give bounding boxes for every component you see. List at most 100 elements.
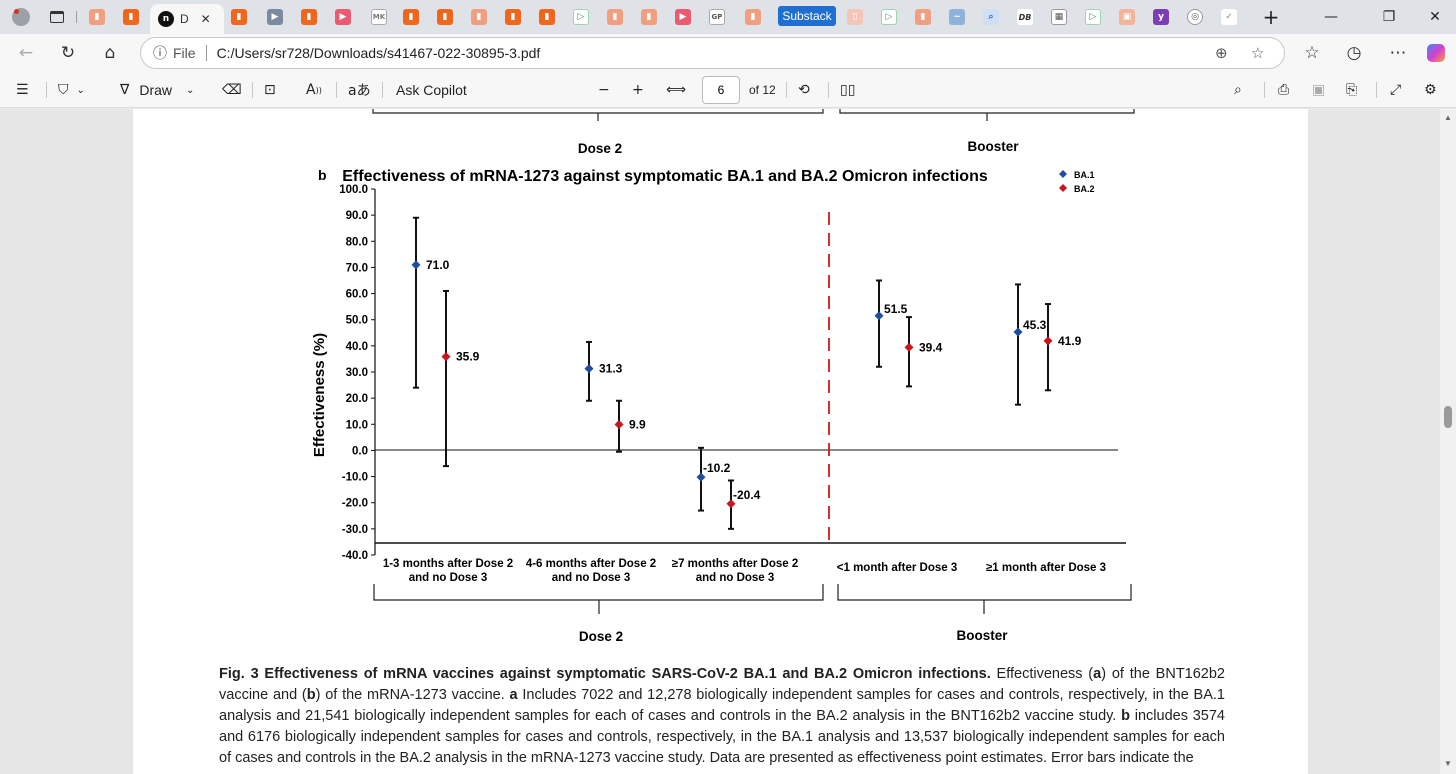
data-label: 31.3 bbox=[599, 362, 623, 376]
tab-youtube-1[interactable]: ▶ bbox=[330, 6, 356, 28]
y-tick-label: 90.0 bbox=[346, 210, 368, 222]
tab-yahoo[interactable]: y bbox=[1148, 6, 1174, 28]
save-as-icon[interactable]: ⎘ bbox=[1346, 82, 1358, 98]
eraser-icon[interactable]: ⌫ bbox=[222, 82, 242, 98]
rotate-icon[interactable]: ⟲ bbox=[798, 82, 810, 98]
panel-label: b bbox=[318, 167, 327, 183]
dose2-brace bbox=[373, 584, 824, 614]
top-booster-brace bbox=[839, 109, 1135, 121]
search-icon[interactable]: ⌕ bbox=[1234, 82, 1242, 98]
save-icon[interactable]: ▣ bbox=[1312, 82, 1326, 98]
caption-text: Effectiveness ( bbox=[990, 666, 1094, 682]
zoom-icon[interactable]: ⊕ bbox=[1215, 44, 1228, 62]
tab-db[interactable]: DB bbox=[1012, 6, 1038, 28]
tab-substack-3[interactable]: ▮ bbox=[226, 6, 252, 28]
read-aloud-icon[interactable]: A)) bbox=[306, 82, 322, 98]
restore-icon[interactable]: ❐ bbox=[1382, 9, 1396, 25]
dose2-group-label: Dose 2 bbox=[579, 629, 623, 644]
history-icon[interactable]: ◷ bbox=[1346, 43, 1362, 63]
tab-substack-10[interactable]: ▮ bbox=[602, 6, 628, 28]
draw-button[interactable]: ∇ Draw ⌄ bbox=[120, 79, 194, 101]
translate-icon[interactable]: aあ bbox=[348, 83, 371, 99]
forward-icon: ▶ bbox=[267, 9, 283, 25]
y-tick-label: -10.0 bbox=[342, 472, 368, 484]
url-text[interactable]: C:/Users/sr728/Downloads/s41467-022-3089… bbox=[216, 45, 541, 61]
play-icon: ▷ bbox=[881, 9, 897, 25]
tab-substack-5[interactable]: ▮ bbox=[398, 6, 424, 28]
tab-substack-2[interactable]: ▮ bbox=[118, 6, 144, 28]
scroll-down-icon[interactable]: ▼ bbox=[1444, 759, 1452, 768]
data-point-ba1 bbox=[696, 472, 706, 482]
minimize-icon[interactable]: — bbox=[1324, 9, 1338, 25]
contents-icon[interactable]: ☰ bbox=[16, 82, 29, 98]
zoom-out-icon[interactable]: − bbox=[598, 82, 610, 98]
tab-wave[interactable]: ~ bbox=[944, 6, 970, 28]
youtube-icon: ▶ bbox=[675, 9, 691, 25]
y-tick-label: -40.0 bbox=[342, 550, 368, 562]
data-label: 35.9 bbox=[456, 350, 480, 364]
highlight-icon[interactable]: ⛉ ⌄ bbox=[58, 82, 85, 98]
tab-substack-11[interactable]: ▮ bbox=[636, 6, 662, 28]
tab-circle[interactable]: ◎ bbox=[1182, 6, 1208, 28]
data-label: 39.4 bbox=[919, 340, 943, 354]
top-booster-label: Booster bbox=[967, 139, 1019, 154]
back-icon[interactable]: ← bbox=[18, 43, 34, 63]
tab-doc[interactable]: ▯ bbox=[842, 6, 868, 28]
tab-substack-6[interactable]: ▮ bbox=[432, 6, 458, 28]
tab-search[interactable]: ⌕ bbox=[978, 6, 1004, 28]
ask-copilot-button[interactable]: Ask Copilot bbox=[396, 82, 467, 98]
gp-icon: GP bbox=[709, 9, 725, 25]
tab-gp[interactable]: GP bbox=[704, 6, 730, 28]
vertical-scrollbar[interactable]: ▲ ▼ bbox=[1440, 109, 1456, 774]
more-icon[interactable]: ⋯ bbox=[1389, 43, 1407, 63]
page-number-input[interactable]: 6 bbox=[702, 76, 740, 104]
scroll-thumb[interactable] bbox=[1444, 406, 1452, 428]
tab-substack-13[interactable]: ▮ bbox=[910, 6, 936, 28]
tab-play-3[interactable]: ▷ bbox=[1080, 6, 1106, 28]
tab-substack-label[interactable]: Substack bbox=[778, 6, 836, 26]
close-window-icon[interactable]: ✕ bbox=[1429, 9, 1441, 25]
tab-play-2[interactable]: ▷ bbox=[876, 6, 902, 28]
address-bar-row: ← ↻ ⌂ ⓘ File C:/Users/sr728/Downloads/s4… bbox=[0, 34, 1456, 72]
tab-play-1[interactable]: ▷ bbox=[568, 6, 594, 28]
home-icon[interactable]: ⌂ bbox=[104, 43, 116, 63]
y-tick-label: 100.0 bbox=[339, 184, 368, 196]
fit-width-icon[interactable]: ⟺ bbox=[666, 82, 687, 98]
tab-active-pdf[interactable]: n D ✕ bbox=[150, 4, 224, 34]
data-label: -10.2 bbox=[703, 461, 731, 475]
tab-mk[interactable]: MK bbox=[366, 6, 392, 28]
print-icon[interactable]: ⎙ bbox=[1278, 82, 1290, 98]
info-icon[interactable]: ⓘ bbox=[153, 46, 167, 62]
copilot-icon[interactable] bbox=[1424, 41, 1448, 65]
zoom-in-icon[interactable]: + bbox=[632, 82, 644, 98]
tab-substack-7[interactable]: ▮ bbox=[466, 6, 492, 28]
favorite-star-icon[interactable]: ☆ bbox=[1251, 44, 1265, 62]
scroll-up-icon[interactable]: ▲ bbox=[1444, 113, 1452, 122]
caption-panel-ref: b bbox=[306, 687, 316, 703]
refresh-icon[interactable]: ↻ bbox=[60, 43, 76, 63]
tab-actions-button[interactable] bbox=[44, 6, 70, 28]
tab-substack-9[interactable]: ▮ bbox=[534, 6, 560, 28]
tab-substack-4[interactable]: ▮ bbox=[296, 6, 322, 28]
tab-youtube-2[interactable]: ▶ bbox=[670, 6, 696, 28]
tab-settings-site[interactable]: ▦ bbox=[1046, 6, 1072, 28]
tab-calendar[interactable]: ▣ bbox=[1114, 6, 1140, 28]
settings-icon[interactable]: ⚙ bbox=[1424, 82, 1437, 98]
mk-icon: MK bbox=[371, 9, 387, 25]
tab-forward[interactable]: ▶ bbox=[262, 6, 288, 28]
url-bar[interactable]: ⓘ File C:/Users/sr728/Downloads/s41467-0… bbox=[140, 37, 1285, 69]
text-box-icon[interactable]: ⊡ bbox=[264, 82, 276, 98]
close-icon[interactable]: ✕ bbox=[200, 12, 211, 26]
new-tab-button[interactable]: + bbox=[1262, 5, 1280, 29]
tab-check[interactable]: ✓ bbox=[1216, 6, 1242, 28]
x-category-label: ≥1 month after Dose 3 bbox=[986, 562, 1106, 574]
favorites-icon[interactable]: ☆ bbox=[1304, 43, 1320, 63]
x-category-label: ≥7 months after Dose 2 bbox=[672, 558, 798, 570]
tab-substack-12[interactable]: ▮ bbox=[740, 6, 766, 28]
tab-substack-1[interactable]: ▮ bbox=[84, 6, 110, 28]
tab-substack-8[interactable]: ▮ bbox=[500, 6, 526, 28]
profile-avatar[interactable] bbox=[8, 6, 34, 28]
x-category-label: <1 month after Dose 3 bbox=[837, 562, 957, 574]
page-view-icon[interactable]: ▯▯ bbox=[840, 82, 856, 98]
fullscreen-icon[interactable]: ⤢ bbox=[1390, 82, 1402, 98]
